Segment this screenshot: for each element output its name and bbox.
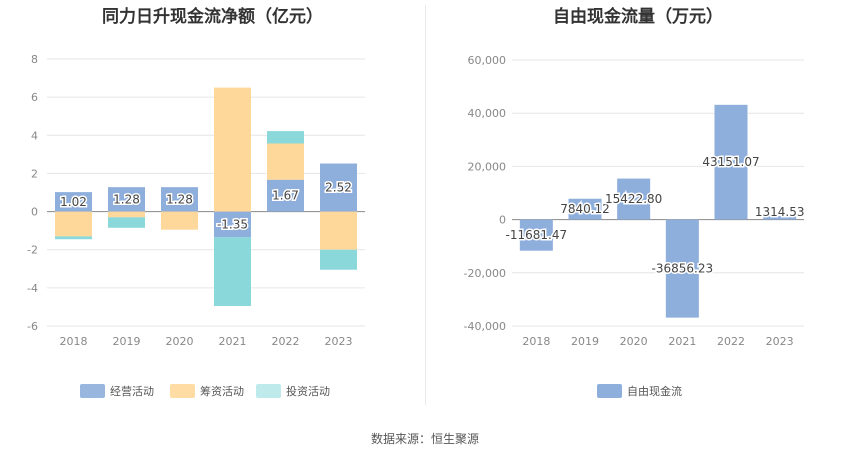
data-label-halo: 2.52 [325,181,352,195]
net-cashflow-chart-title: 同力日升现金流净额（亿元） [102,7,323,27]
bar-segment [161,211,198,230]
bar-segment [55,211,92,237]
data-label: -1.35 [217,217,248,231]
data-label: 1.67 [272,189,299,203]
x-tick-label: 2019 [113,335,141,348]
bar-segment [108,211,145,218]
bar-segment [214,237,251,306]
x-tick-label: 2020 [620,335,648,348]
data-label: 1314.53 [755,205,805,219]
data-label-halo: -11681.47 [506,228,568,242]
legend-label: 自由现金流 [627,384,682,398]
x-tick-label: 2023 [325,335,353,348]
data-label: 1.02 [60,195,87,209]
x-tick-label: 2019 [571,335,599,348]
bar [665,219,699,318]
bar-segment [214,211,251,238]
y-tick-label: 0 [31,206,38,219]
data-label-halo: 1.28 [113,192,140,206]
free-cashflow-chart: -40,000 -20,000 0 20,000 40,000 60,000 2018 -11… [464,54,806,398]
data-label-halo: 43151.07 [702,155,759,169]
data-label: 1.28 [113,192,140,206]
y-tick-label: 8 [31,53,38,66]
bar-segment [161,187,198,212]
x-tick-label: 2020 [166,335,194,348]
bar-segment [55,236,92,240]
free-cashflow-chart-title: 自由现金流量（万元） [553,7,723,27]
y-tick-label: 20,000 [468,160,507,173]
legend-swatch [80,384,105,398]
bar-segment [320,211,357,250]
data-label: -36856.23 [652,262,714,276]
data-label: 15422.80 [605,192,662,206]
net-cashflow-chart-panel: 同力日升现金流净额（亿元） -6 -4 -2 0 2 4 6 8 2018 1.02 1.02 201… [0,0,425,410]
x-tick-label: 2018 [522,335,550,348]
legend-label: 经营活动 [110,384,154,398]
bar [519,219,553,251]
bar-segment [108,217,145,228]
y-tick-label: 0 [499,214,506,227]
y-tick-label: 40,000 [468,107,507,120]
legend-swatch [170,384,195,398]
bar-segment [320,249,357,270]
data-label-halo: 1314.53 [755,205,805,219]
free-cashflow-chart-panel: 自由现金流量（万元） -40,000 -20,000 0 20,000 40,000 60… [426,0,850,410]
bar [714,104,748,220]
x-tick-label: 2021 [668,335,696,348]
data-label: 1.28 [166,192,193,206]
legend-label: 投资活动 [286,384,330,398]
y-tick-label: -40,000 [464,320,506,333]
data-label-halo: 7840.12 [560,202,610,216]
data-label-halo: 1.28 [166,192,193,206]
panel-divider [425,5,426,405]
x-tick-label: 2021 [219,335,247,348]
bar-segment [214,87,251,212]
data-label-halo: -1.35 [217,217,248,231]
data-label: 7840.12 [560,202,610,216]
y-tick-label: 2 [31,167,38,180]
legend-swatch [256,384,281,398]
x-tick-label: 2022 [717,335,745,348]
bar [617,178,651,220]
y-tick-label: 6 [31,91,38,104]
x-tick-label: 2022 [272,335,300,348]
bar-segment [320,163,357,212]
bar [763,216,797,220]
data-label: 2.52 [325,181,352,195]
bar-segment [267,179,304,212]
legend-swatch [597,384,622,398]
y-tick-label: -6 [27,320,38,333]
bar-segment [55,192,92,212]
data-label: 43151.07 [702,155,759,169]
x-tick-label: 2023 [766,335,794,348]
bar [568,198,602,220]
y-tick-label: -2 [27,244,38,257]
y-tick-label: -4 [27,282,38,295]
y-tick-label: -20,000 [464,267,506,280]
bar-segment [267,131,304,144]
data-label-halo: 15422.80 [605,192,662,206]
data-label-halo: 1.02 [60,195,87,209]
net-cashflow-chart: -6-4-20246820181.021.0220191.281.2820201… [27,53,365,398]
bar-segment [267,143,304,180]
data-label-halo: -36856.23 [652,262,714,276]
x-tick-label: 2018 [60,335,88,348]
data-label-halo: 1.67 [272,189,299,203]
data-label: -11681.47 [506,228,568,242]
data-source-note: 数据来源：恒生聚源 [370,432,479,446]
y-tick-label: 60,000 [468,54,507,67]
bar-segment [108,187,145,212]
legend-label: 筹资活动 [200,384,244,398]
y-tick-label: 4 [31,129,38,142]
